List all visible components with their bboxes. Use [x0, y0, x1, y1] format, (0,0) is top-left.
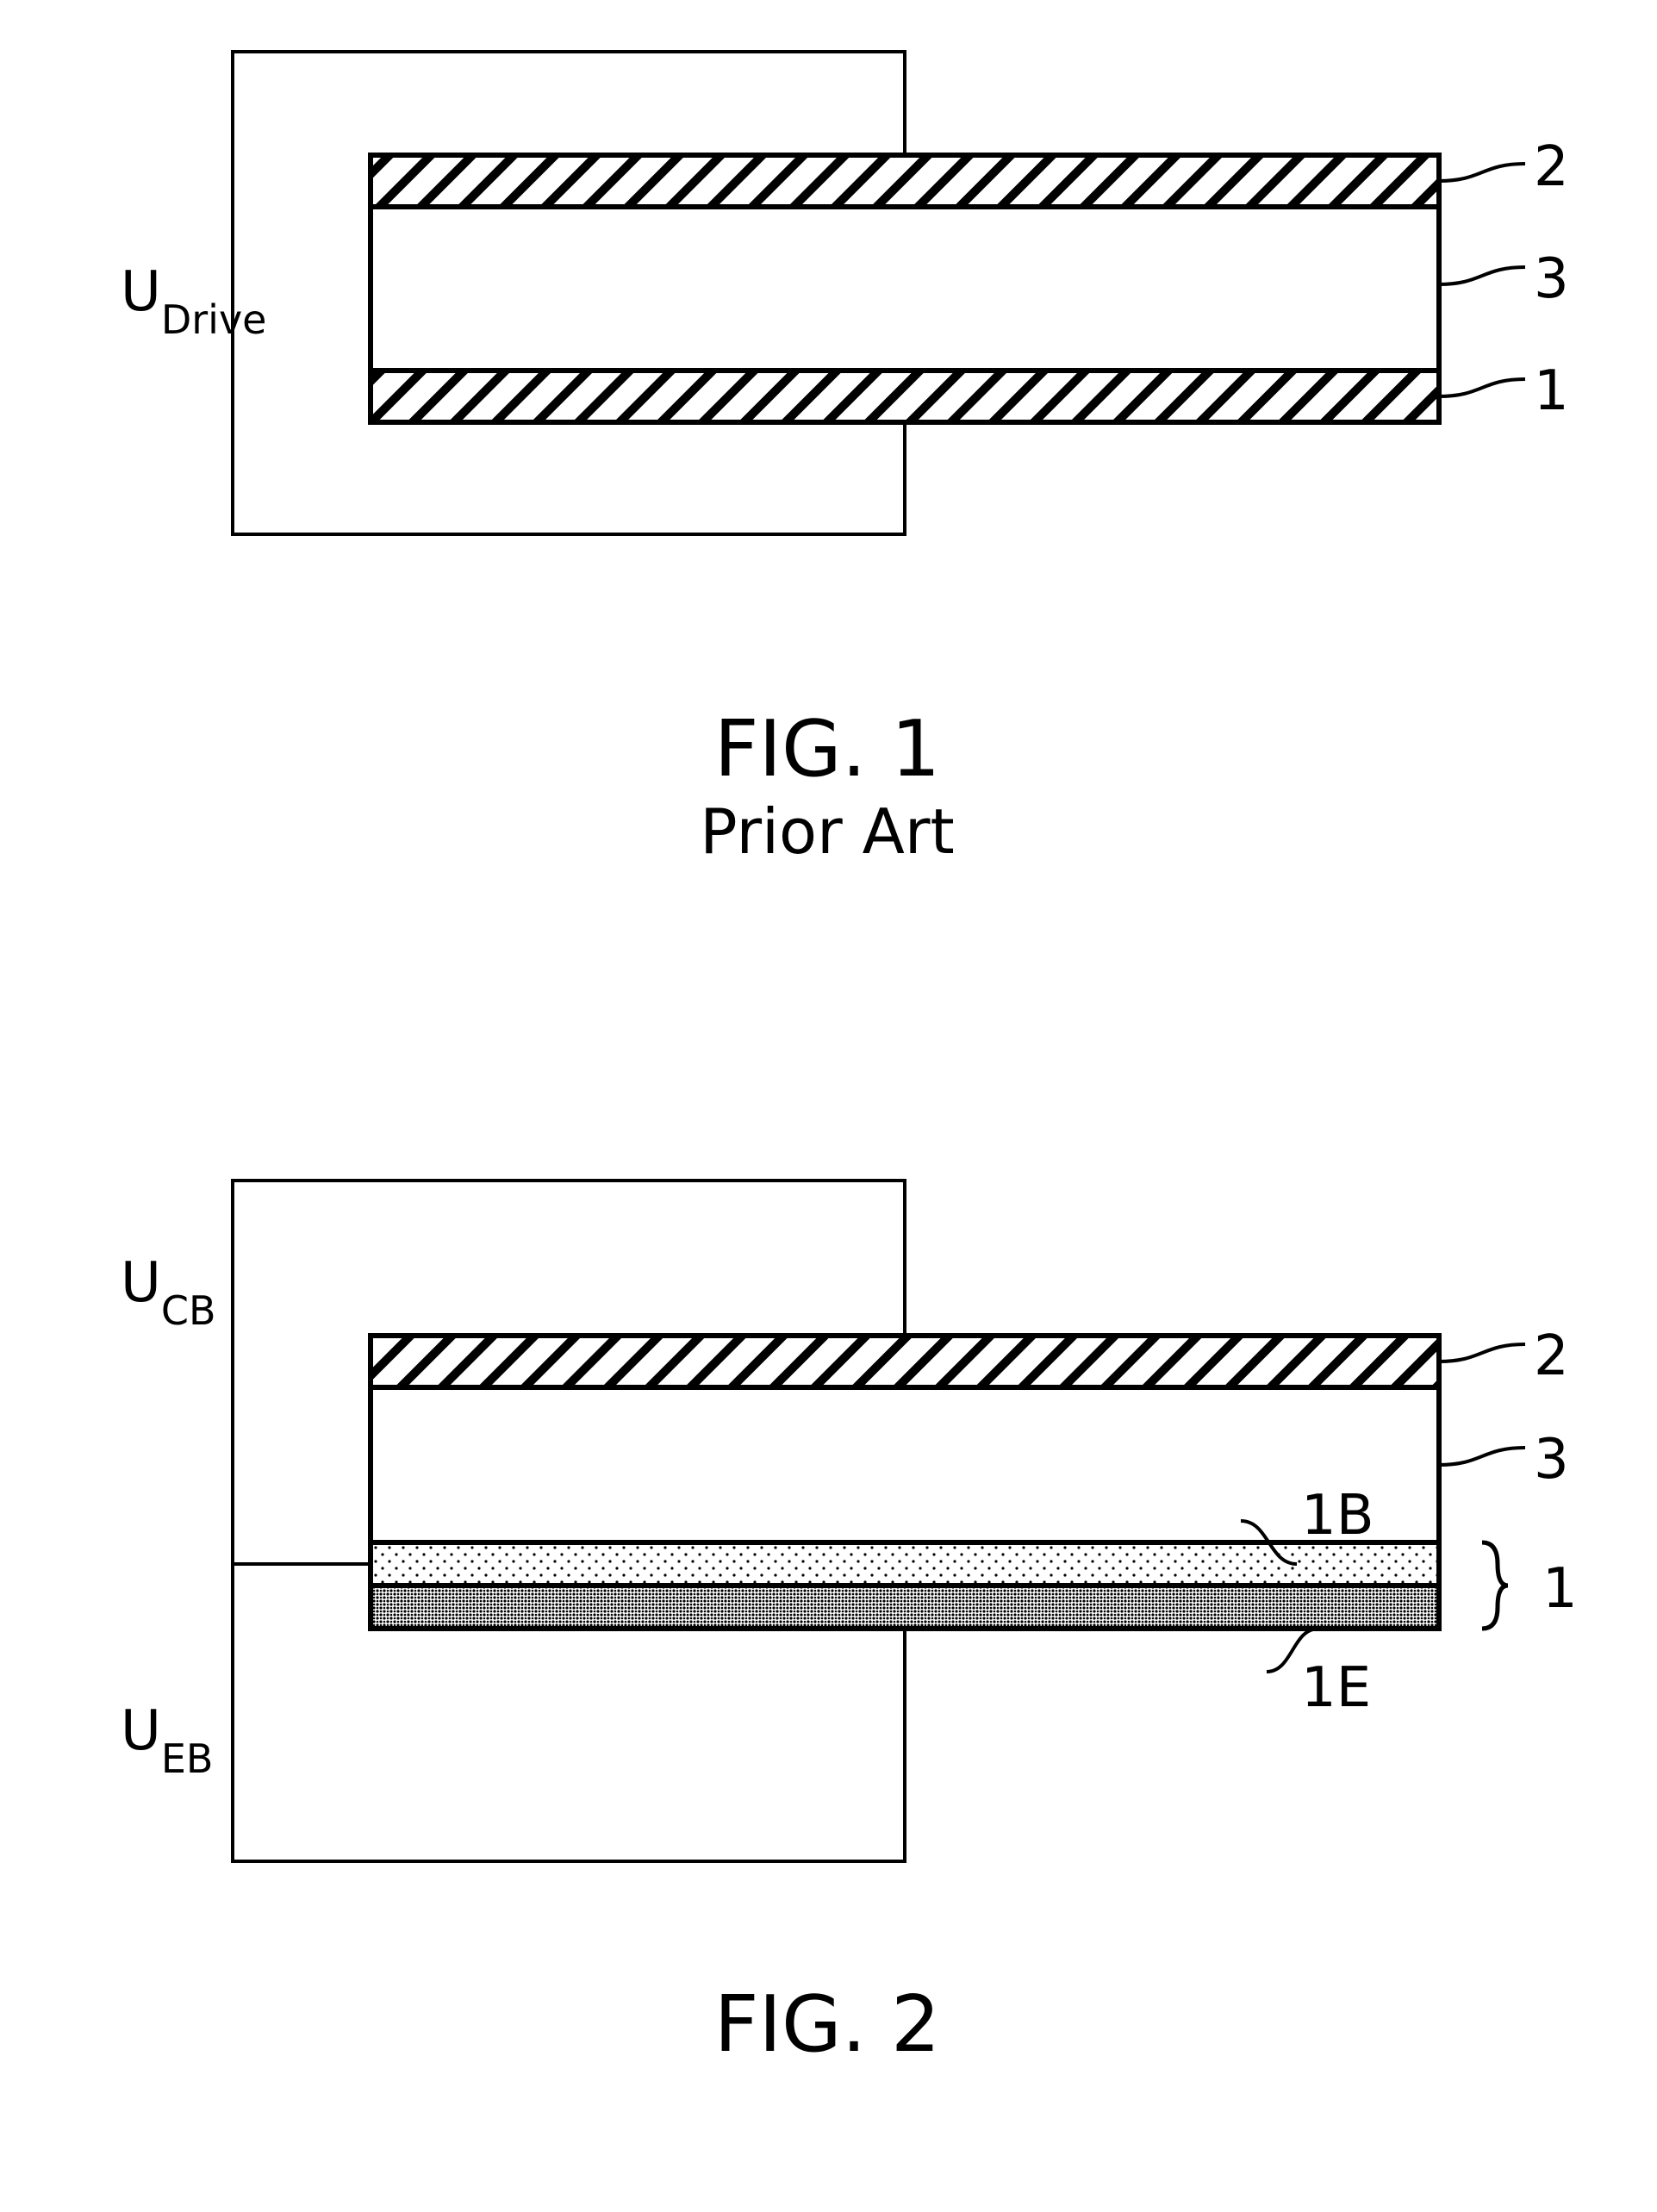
fig2-ref-1: 1	[1542, 1557, 1578, 1621]
fig1-subcaption: Prior Art	[700, 795, 954, 868]
fig2-voltage-ucb: UCB	[121, 1251, 216, 1334]
fig1: UDrive 2 3 1 FIG. 1Prior Art	[121, 52, 1569, 868]
fig2-caption: FIG. 2	[714, 1979, 941, 2070]
fig1-ref-3: 3	[1534, 247, 1569, 311]
fig2-layer-2	[371, 1336, 1439, 1387]
fig2-leader-2	[1439, 1344, 1525, 1361]
fig2-voltage-ueb: UEB	[121, 1699, 213, 1782]
fig2-inner-ref-1E: 1E	[1301, 1656, 1371, 1720]
fig1-layer-1	[371, 371, 1439, 422]
fig1-leader-3	[1439, 267, 1525, 284]
fig2-leader-3	[1439, 1448, 1525, 1465]
fig2-layer-1E	[371, 1586, 1439, 1629]
fig1-layer-3	[371, 207, 1439, 371]
fig1-ref-2: 2	[1534, 135, 1569, 199]
fig1-caption: FIG. 1	[714, 704, 941, 794]
fig2: UCBUEB231B1E1FIG. 2	[121, 1181, 1578, 2070]
figure-svg: UDrive231FIG. 1Prior ArtUCBUEB231B1E1FIG…	[0, 0, 1657, 2212]
stage: UDrive231FIG. 1Prior ArtUCBUEB231B1E1FIG…	[0, 0, 1657, 2212]
fig1-leader-1	[1439, 379, 1525, 396]
fig1-voltage-label: UDrive	[121, 260, 266, 343]
fig1-ref-1: 1	[1534, 359, 1569, 423]
fig1-voltage-label-sub: Drive	[161, 296, 267, 343]
fig2-inner-ref-1B: 1B	[1301, 1484, 1374, 1548]
fig2-layer-3	[371, 1387, 1439, 1542]
fig1-voltage-label-main: U	[121, 260, 161, 324]
fig2-ref-3: 3	[1534, 1428, 1569, 1492]
fig2-voltage-ucb-main: U	[121, 1251, 161, 1315]
fig2-brace-1	[1482, 1542, 1508, 1629]
fig2-voltage-ucb-sub: CB	[161, 1287, 216, 1334]
fig2-ref-2: 2	[1534, 1324, 1569, 1388]
fig2-voltage-ueb-main: U	[121, 1699, 161, 1763]
fig1-layer-2	[371, 155, 1439, 207]
fig1-leader-2	[1439, 164, 1525, 181]
fig2-layer-1B	[371, 1542, 1439, 1586]
fig2-voltage-ueb-sub: EB	[161, 1735, 214, 1782]
